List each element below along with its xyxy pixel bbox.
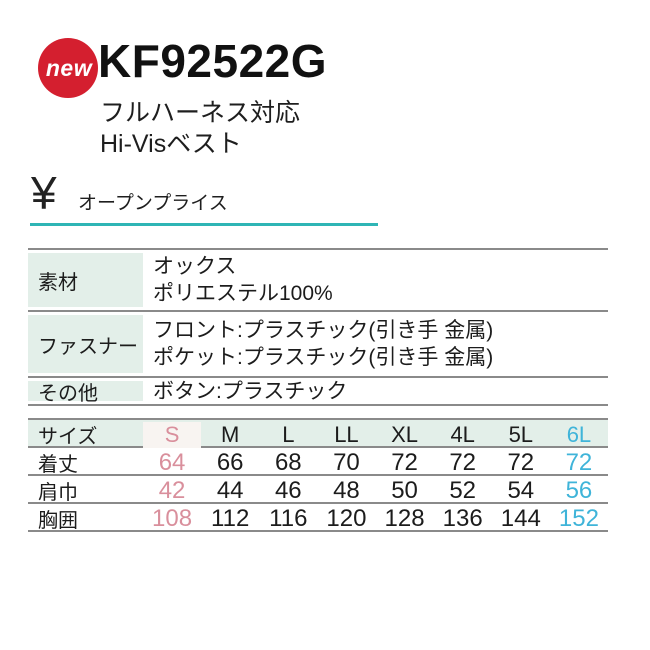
size-column-header: M <box>221 421 240 447</box>
spec-value-line: ポケット:プラスチック(引き手 金属) <box>153 346 494 369</box>
size-column-header: LL <box>334 421 359 447</box>
spec-row: 素材 オックスポリエステル100% <box>28 250 608 310</box>
price-underline <box>30 223 378 226</box>
size-value-cell: 50 <box>391 476 418 504</box>
size-table-row: 肩巾 42 44 46 48 50 52 54 56 <box>28 474 608 504</box>
spec-row-value: フロント:プラスチック(引き手 金属) ポケット:プラスチック(引き手 金属) <box>143 312 608 376</box>
size-value-cell: 72 <box>449 448 477 476</box>
size-value-cell: 44 <box>216 476 244 504</box>
size-value-cell: 56 <box>565 476 593 504</box>
size-row-label: 着丈 <box>38 454 78 476</box>
size-column-header: S <box>143 421 202 448</box>
size-value-cell: 116 <box>269 504 308 532</box>
spec-value-line: ボタン:プラスチック <box>153 379 348 403</box>
new-badge-label: new <box>45 54 93 81</box>
size-value-cell: 144 <box>500 504 541 532</box>
spec-row-label-text: ファスナー <box>38 335 138 358</box>
spec-row-label-text: 素材 <box>38 271 78 294</box>
spec-row: その他 ボタン:プラスチック <box>28 376 608 405</box>
price-label: オープンプライス <box>78 193 228 214</box>
spec-row-label-text: その他 <box>38 382 98 405</box>
spec-value-line: フロント:プラスチック(引き手 金属) <box>153 319 494 342</box>
spec-row-value: オックスポリエステル100% <box>143 250 608 310</box>
size-value-cell: 68 <box>274 448 302 476</box>
size-value-cell: 136 <box>442 504 483 532</box>
new-badge: new <box>38 38 98 98</box>
spec-row-value: ボタン:プラスチック <box>143 378 608 404</box>
size-value-cell: 72 <box>507 448 535 476</box>
spec-row-label: その他 <box>28 378 143 405</box>
size-value-cell: 66 <box>216 448 244 476</box>
size-header-label: サイズ <box>38 426 98 448</box>
size-value-cell: 72 <box>565 448 593 476</box>
size-table-row: 胸囲 108 112 116 120 128 136 144 152 <box>28 502 608 532</box>
size-value-cell: 46 <box>274 476 302 504</box>
size-column-header: 5L <box>508 421 534 447</box>
size-value-cell: 64 <box>158 448 186 476</box>
size-value-cell: 48 <box>333 476 360 504</box>
spec-row: ファスナー フロント:プラスチック(引き手 金属) ポケット:プラスチック(引き手 … <box>28 310 608 376</box>
size-row-label: 肩巾 <box>38 482 78 504</box>
spec-value-line: ポリエステル100% <box>153 282 333 305</box>
spec-table: 素材 オックス ポリエステル100% ファスナー フロント:プラスチック(引き手 金属)… <box>28 248 608 406</box>
size-value-cell: 52 <box>449 476 477 504</box>
size-value-cell: 42 <box>158 476 186 504</box>
size-row-label: 胸囲 <box>38 510 78 532</box>
product-code: KF92522G <box>98 35 328 87</box>
product-subtitle: フルハーネス対応 Hi-Visベスト <box>100 98 300 160</box>
size-column-header: 6L <box>566 421 592 447</box>
size-column-header: XL <box>391 421 419 447</box>
size-value-cell: 108 <box>152 504 193 532</box>
size-column-header: L <box>282 421 295 447</box>
subtitle-line-2: Hi-Visベスト <box>100 130 242 158</box>
spec-value-line: オックス <box>153 255 237 278</box>
size-value-cell: 128 <box>384 504 425 532</box>
size-value-cell: 112 <box>211 504 250 532</box>
size-value-cell: 152 <box>558 504 599 532</box>
size-value-cell: 120 <box>326 504 367 532</box>
size-value-cell: 54 <box>507 476 535 504</box>
subtitle-line-1: フルハーネス対応 <box>100 99 301 127</box>
size-table-row: 着丈 64 66 68 70 72 72 72 72 <box>28 446 608 476</box>
size-value-cell: 70 <box>333 448 360 476</box>
spec-row-label: 素材 <box>28 250 143 310</box>
size-column-header: 4L <box>450 421 475 447</box>
yen-symbol: ¥ <box>31 167 57 219</box>
size-table-header-row: サイズ S M L LL XL 4L 5L 6L <box>28 420 608 448</box>
spec-row-label: ファスナー <box>28 312 143 376</box>
size-value-cell: 72 <box>391 448 418 476</box>
size-table: サイズ S M L LL XL 4L 5L 6L 着丈 64 66 68 70 72 72 72 72 肩巾 42 44… <box>28 418 608 532</box>
